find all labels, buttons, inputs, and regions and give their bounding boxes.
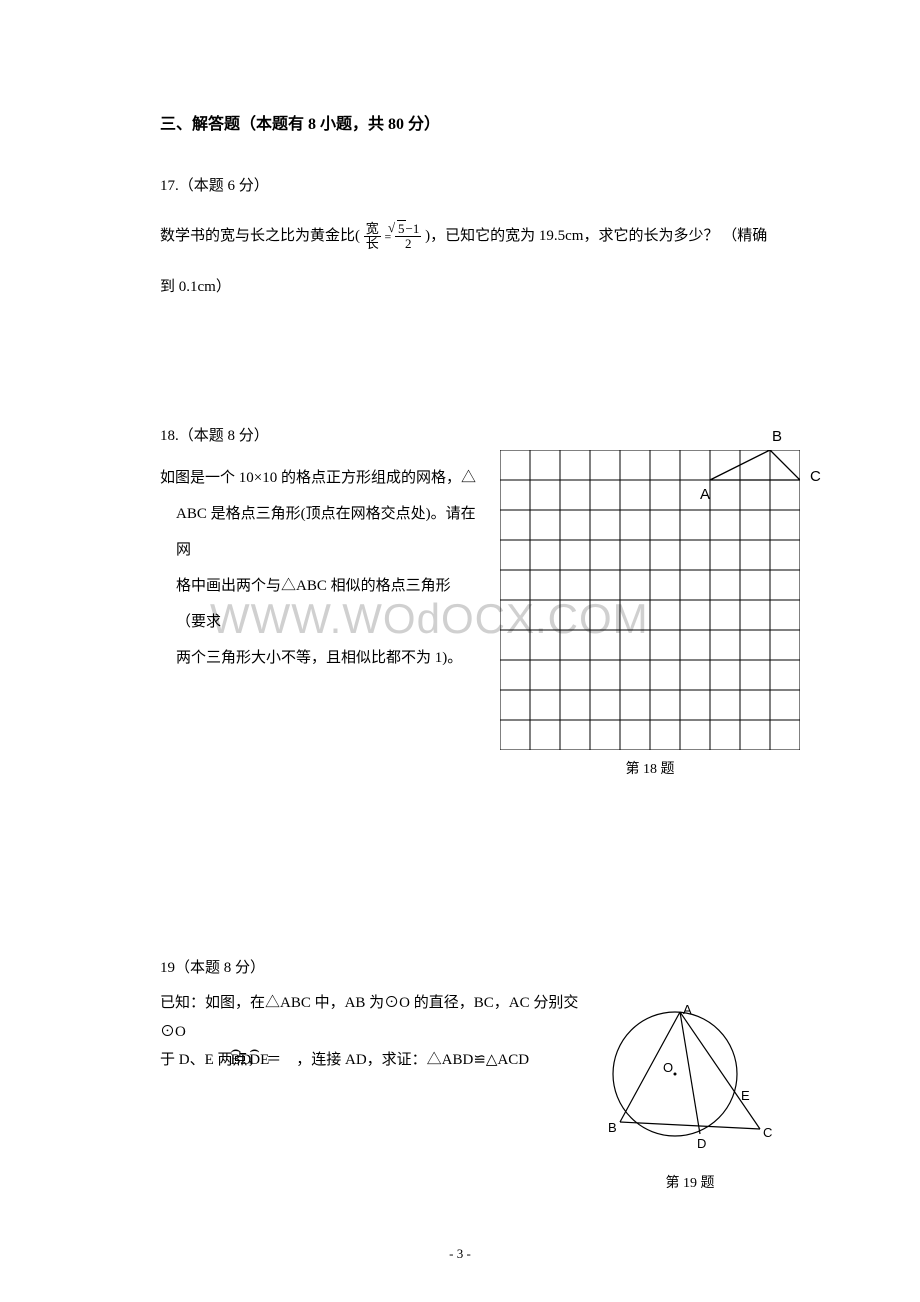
q19-line2-post: ，连接 AD，求证：△ABD≌△ACD	[281, 1052, 529, 1068]
q17-pre: 数学书的宽与长之比为黄金比(	[160, 228, 360, 244]
grid-caption: 第 18 题	[500, 758, 800, 778]
q17-body: 数学书的宽与长之比为黄金比( 宽 长 = 5−1 2 )，已知它的宽为 19.5…	[160, 220, 790, 304]
svg-text:D: D	[697, 1136, 706, 1151]
circle-svg: A B C D E O	[590, 984, 790, 1159]
svg-text:A: A	[683, 1002, 692, 1017]
q17-header: 17.（本题 6 分）	[160, 174, 790, 195]
q18-line1: 如图是一个 10×10 的格点正方形组成的网格，△	[160, 460, 480, 496]
label-a: A	[700, 486, 710, 503]
section-title: 三、解答题（本题有 8 小题，共 80 分）	[160, 110, 790, 134]
q18-text: 如图是一个 10×10 的格点正方形组成的网格，△ ABC 是格点三角形(顶点在…	[160, 460, 480, 676]
frac-ratio: 宽 长	[364, 222, 381, 252]
svg-text:C: C	[763, 1125, 772, 1140]
q19-header: 19（本题 8 分）	[160, 956, 790, 977]
label-c: C	[810, 468, 821, 485]
frac-golden-num: 5−1	[395, 222, 421, 237]
frac-golden-den: 2	[395, 237, 421, 251]
q19-line2: 于 D、E 两点，BD ＝DE ，连接 AD，求证：△ABD≌△ACD	[160, 1046, 590, 1075]
sqrt-value: 5	[397, 220, 406, 236]
q17-post: )，已知它的宽为 19.5cm，求它的长为多少？ （精确	[425, 228, 767, 244]
grid-figure	[500, 450, 800, 750]
circle-figure: A B C D E O 第 19 题	[590, 984, 790, 1192]
svg-text:E: E	[741, 1088, 750, 1103]
svg-text:B: B	[608, 1120, 617, 1135]
q18-header: 18.（本题 8 分）	[160, 424, 790, 445]
frac-den: 长	[364, 237, 381, 251]
svg-text:O: O	[663, 1060, 673, 1075]
q19-text: 已知：如图，在△ABC 中，AB 为⊙O 的直径，BC，AC 分别交⊙O 于 D…	[160, 989, 590, 1075]
q19-container: 已知：如图，在△ABC 中，AB 为⊙O 的直径，BC，AC 分别交⊙O 于 D…	[160, 989, 790, 1075]
q18-line4: 两个三角形大小不等，且相似比都不为 1)。	[160, 640, 480, 676]
page-number: - 3 -	[449, 1246, 471, 1262]
frac-golden: 5−1 2	[395, 222, 421, 252]
frac-num-post: −1	[406, 221, 420, 236]
circle-caption: 第 19 题	[590, 1172, 790, 1192]
frac-num: 宽	[364, 222, 381, 237]
q18-container: 如图是一个 10×10 的格点正方形组成的网格，△ ABC 是格点三角形(顶点在…	[160, 460, 790, 676]
q18-line2: ABC 是格点三角形(顶点在网格交点处)。请在网	[160, 496, 480, 568]
q18-line3: 格中画出两个与△ABC 相似的格点三角形（要求	[160, 568, 480, 640]
label-b: B	[772, 428, 782, 445]
q19-line1: 已知：如图，在△ABC 中，AB 为⊙O 的直径，BC，AC 分别交⊙O	[160, 989, 590, 1046]
q17-line2: 到 0.1cm）	[160, 271, 790, 304]
sqrt-icon: 5	[397, 222, 406, 236]
grid-wrapper: B C A 第 18 题	[500, 450, 800, 778]
